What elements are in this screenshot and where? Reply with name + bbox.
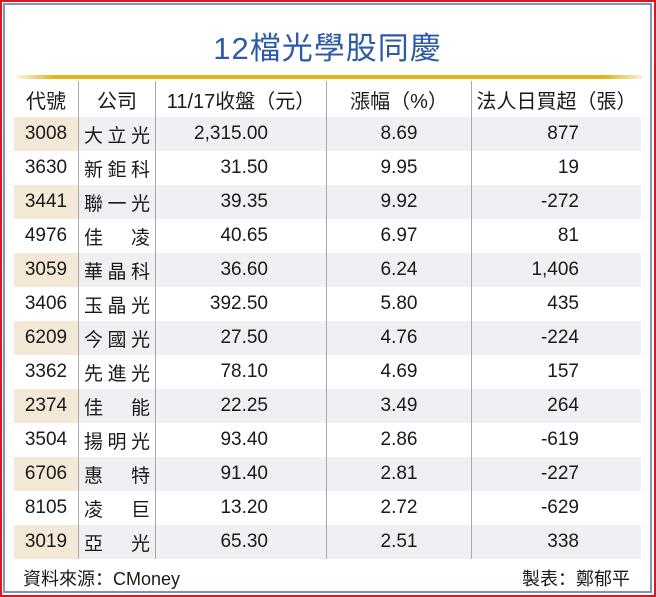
- change-pct: 4.76: [326, 321, 472, 355]
- change-pct: 2.51: [326, 525, 472, 559]
- table-row: 3406 玉晶光 392.50 5.80 435: [14, 287, 641, 321]
- table-row: 4976 佳凌 40.65 6.97 81: [14, 219, 641, 253]
- net-buy: 877: [471, 117, 641, 151]
- stock-code: 3630: [24, 157, 68, 178]
- table-row: 6209 今國光 27.50 4.76 -224: [14, 321, 641, 355]
- page-title: 12檔光學股同慶: [213, 31, 442, 66]
- header-close: 11/17收盤（元）: [155, 81, 327, 117]
- change-pct: 6.97: [326, 219, 472, 253]
- close-price: 93.40: [155, 423, 327, 457]
- company-name: 佳能: [78, 389, 156, 423]
- table-row: 6706 惠特 91.40 2.81 -227: [14, 457, 641, 491]
- change-pct: 9.92: [326, 185, 472, 219]
- table-row: 8105 凌巨 13.20 2.72 -629: [14, 491, 641, 525]
- header-net-buy: 法人日買超（張）: [471, 81, 641, 117]
- company-name: 今國光: [78, 321, 156, 355]
- stock-code: 3362: [24, 361, 68, 382]
- change-pct: 8.69: [326, 117, 472, 151]
- stock-code: 8105: [24, 497, 68, 518]
- close-price: 40.65: [155, 219, 327, 253]
- close-price: 39.35: [155, 185, 327, 219]
- company-name: 佳凌: [78, 219, 156, 253]
- change-pct: 5.80: [326, 287, 472, 321]
- table-row: 3059 華晶科 36.60 6.24 1,406: [14, 253, 641, 287]
- net-buy: -629: [471, 491, 641, 525]
- card: 12檔光學股同慶 代號 公司 11/17收盤（元） 漲幅（%） 法人日買超（張）…: [3, 3, 652, 593]
- company-name: 大立光: [78, 117, 156, 151]
- close-price: 13.20: [155, 491, 327, 525]
- table-row: 3441 聯一光 39.35 9.92 -272: [14, 185, 641, 219]
- stock-code: 3406: [24, 293, 68, 314]
- net-buy: 81: [471, 219, 641, 253]
- company-name: 華晶科: [78, 253, 156, 287]
- change-pct: 2.81: [326, 457, 472, 491]
- change-pct: 4.69: [326, 355, 472, 389]
- net-buy: 19: [471, 151, 641, 185]
- company-name: 先進光: [78, 355, 156, 389]
- net-buy: -272: [471, 185, 641, 219]
- header-code: 代號: [26, 90, 66, 113]
- net-buy: 264: [471, 389, 641, 423]
- net-buy: -619: [471, 423, 641, 457]
- change-pct: 9.95: [326, 151, 472, 185]
- credit-note: 製表：鄭郁平: [522, 569, 630, 589]
- company-name: 惠特: [78, 457, 156, 491]
- header-company: 公司: [78, 81, 156, 117]
- stock-code: 6209: [14, 321, 79, 355]
- stock-code: 3008: [14, 117, 79, 151]
- close-price: 36.60: [155, 253, 327, 287]
- header-change: 漲幅（%）: [326, 81, 472, 117]
- table-header-row: 代號 公司 11/17收盤（元） 漲幅（%） 法人日買超（張）: [14, 81, 641, 117]
- net-buy: -224: [471, 321, 641, 355]
- stock-code: 6706: [14, 457, 79, 491]
- table-row: 3362 先進光 78.10 4.69 157: [14, 355, 641, 389]
- stock-table: 代號 公司 11/17收盤（元） 漲幅（%） 法人日買超（張） 3008 大立光 2…: [14, 81, 641, 559]
- net-buy: 338: [471, 525, 641, 559]
- stock-code: 3504: [24, 429, 68, 450]
- table-row: 3019 亞光 65.30 2.51 338: [14, 525, 641, 559]
- net-buy: -227: [471, 457, 641, 491]
- stock-code: 3441: [14, 185, 79, 219]
- change-pct: 3.49: [326, 389, 472, 423]
- table-row: 3008 大立光 2,315.00 8.69 877: [14, 117, 641, 151]
- close-price: 2,315.00: [155, 117, 327, 151]
- company-name: 新鉅科: [78, 151, 156, 185]
- net-buy: 1,406: [471, 253, 641, 287]
- table-row: 3630 新鉅科 31.50 9.95 19: [14, 151, 641, 185]
- company-name: 凌巨: [78, 491, 156, 525]
- table-row: 3504 揚明光 93.40 2.86 -619: [14, 423, 641, 457]
- company-name: 揚明光: [78, 423, 156, 457]
- close-price: 392.50: [155, 287, 327, 321]
- company-name: 聯一光: [78, 185, 156, 219]
- close-price: 65.30: [155, 525, 327, 559]
- source-note: 資料來源：CMoney: [23, 569, 181, 589]
- close-price: 27.50: [155, 321, 327, 355]
- stock-code: 4976: [24, 225, 68, 246]
- company-name: 玉晶光: [78, 287, 156, 321]
- close-price: 78.10: [155, 355, 327, 389]
- close-price: 91.40: [155, 457, 327, 491]
- net-buy: 435: [471, 287, 641, 321]
- stock-code: 3059: [14, 253, 79, 287]
- company-name: 亞光: [78, 525, 156, 559]
- close-price: 22.25: [155, 389, 327, 423]
- change-pct: 2.86: [326, 423, 472, 457]
- stock-code: 2374: [14, 389, 79, 423]
- net-buy: 157: [471, 355, 641, 389]
- table-row: 2374 佳能 22.25 3.49 264: [14, 389, 641, 423]
- title-divider: [17, 75, 642, 79]
- stock-code: 3019: [14, 525, 79, 559]
- close-price: 31.50: [155, 151, 327, 185]
- change-pct: 6.24: [326, 253, 472, 287]
- change-pct: 2.72: [326, 491, 472, 525]
